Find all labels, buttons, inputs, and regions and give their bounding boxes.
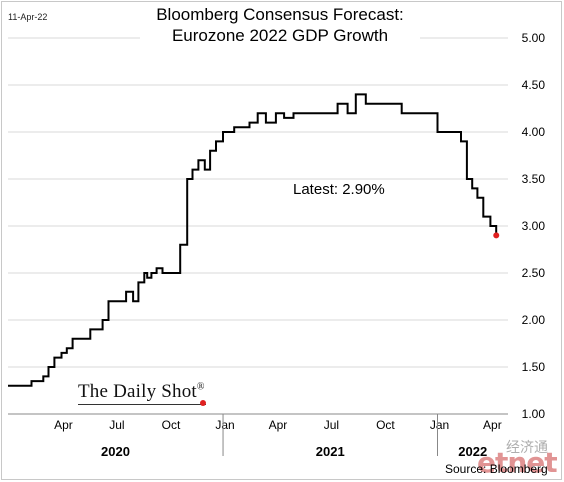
brand-underline [78, 404, 206, 405]
x-tick-label: Apr [269, 418, 288, 432]
series-line [8, 93, 498, 387]
x-tick-label: Apr [483, 418, 502, 432]
brand-logo: The Daily Shot® [78, 381, 205, 403]
brand-mark: ® [196, 381, 205, 393]
y-tick-label: 3.00 [522, 219, 546, 233]
y-tick-label: 2.50 [522, 266, 546, 280]
gridlines [8, 37, 508, 368]
x-year-label: 2021 [316, 444, 345, 459]
y-tick-label: 1.50 [522, 360, 546, 374]
x-tick-label: Jan [215, 418, 234, 432]
chart-title-line2: Eurozone 2022 GDP Growth [140, 25, 420, 47]
x-year-label: 2022 [458, 444, 487, 459]
x-tick-label: Jul [109, 418, 124, 432]
x-axis: Apr Jul Oct Jan Apr Jul Oct Jan Apr 2020 2021 2022 [8, 413, 508, 459]
x-tick-label: Oct [376, 418, 395, 432]
y-tick-label: 1.00 [522, 407, 546, 421]
watermark-chinese: 经济通 [506, 439, 548, 455]
last-point-marker [493, 232, 500, 239]
latest-annotation: Latest: 2.90% [290, 181, 388, 198]
x-year-label: 2020 [101, 444, 130, 459]
source-note: Source: Bloomberg [445, 462, 548, 476]
chart-title-line1: Bloomberg Consensus Forecast: [140, 4, 420, 26]
x-tick-label: Oct [162, 418, 181, 432]
watermark-logo: etnet [477, 446, 558, 479]
y-tick-label: 5.00 [522, 31, 546, 45]
x-tick-label: Jan [430, 418, 449, 432]
brand-name: The Daily Shot [78, 381, 197, 402]
y-tick-label: 2.00 [522, 313, 546, 327]
x-tick-label: Jul [324, 418, 339, 432]
y-tick-label: 4.00 [522, 125, 546, 139]
x-tick-label: Apr [54, 418, 73, 432]
y-axis-ticks: 1.00 1.50 2.00 2.50 3.00 3.50 4.00 4.50 5.00 [522, 31, 546, 421]
date-stamp: 11-Apr-22 [8, 12, 48, 22]
y-tick-label: 4.50 [522, 78, 546, 92]
y-tick-label: 3.50 [522, 172, 546, 186]
brand-dot [200, 400, 206, 406]
